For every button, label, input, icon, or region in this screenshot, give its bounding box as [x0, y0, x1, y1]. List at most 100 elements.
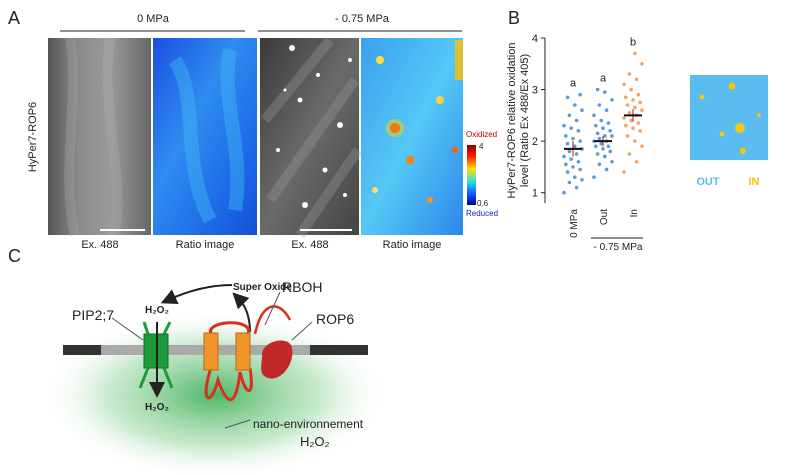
data-point	[610, 134, 614, 138]
data-point	[576, 159, 581, 164]
rboh-domain	[203, 332, 219, 371]
data-point	[601, 126, 605, 131]
data-point	[608, 149, 612, 154]
data-point	[580, 177, 584, 182]
ratio-image	[153, 38, 257, 235]
image-spots	[276, 45, 352, 208]
data-point	[578, 92, 582, 97]
data-point	[610, 98, 614, 102]
nano-label: nano-environnement	[253, 417, 364, 431]
data-point	[567, 113, 572, 118]
data-point	[625, 103, 630, 107]
data-point	[638, 129, 642, 133]
data-point	[564, 134, 568, 138]
data-point	[565, 170, 570, 174]
significance-letter: a	[570, 78, 577, 90]
membrane-end	[63, 345, 101, 355]
data-point	[603, 154, 607, 159]
panel-label: B	[508, 8, 520, 28]
y-tick-label: 3	[532, 85, 538, 97]
rboh-label: RBOH	[282, 279, 322, 295]
superoxide-arrow	[160, 284, 233, 304]
panel-label: C	[8, 246, 21, 266]
data-point	[627, 110, 632, 115]
membrane-end	[310, 345, 368, 355]
x-tick-label: In	[629, 209, 640, 217]
data-point	[573, 103, 577, 107]
data-point	[574, 185, 579, 190]
microscopy-image	[260, 38, 359, 235]
dot-plot: 1 2 3 4 HyPer7-ROP6 relative oxidation level …	[506, 33, 644, 253]
rboh-tail	[253, 305, 292, 335]
data-point	[567, 149, 572, 154]
data-point	[592, 113, 596, 118]
data-point	[571, 165, 575, 169]
data-point	[631, 98, 635, 102]
data-point	[597, 136, 602, 141]
data-point	[640, 144, 644, 149]
data-point	[569, 126, 573, 131]
data-point	[562, 154, 566, 159]
data-point	[633, 105, 637, 110]
data-point	[627, 72, 632, 76]
rboh-domain	[235, 332, 251, 371]
data-point	[606, 144, 611, 149]
h2o2-label: H₂O₂	[145, 305, 169, 316]
ratio-hotspots	[372, 40, 463, 203]
image-label: Ex. 488	[291, 239, 328, 251]
data-point	[573, 175, 577, 180]
data-point	[608, 129, 612, 133]
y-axis-label: HyPer7-ROP6 relative oxidation	[506, 43, 518, 199]
rboh-loop	[209, 321, 251, 335]
data-point	[574, 152, 579, 156]
image-texture	[64, 37, 123, 237]
callout	[224, 419, 251, 429]
rboh-loop	[204, 367, 253, 402]
inset-label: IN	[749, 176, 760, 188]
condition-label: - 0.75 MPa	[335, 13, 390, 25]
callout	[264, 291, 281, 326]
condition-label: 0 MPa	[137, 13, 170, 25]
data-point	[633, 139, 637, 143]
data-point	[606, 121, 611, 125]
data-point	[629, 87, 633, 92]
ratio-image	[361, 38, 463, 235]
data-point	[603, 90, 607, 94]
data-point	[595, 131, 600, 136]
significance-letter: a	[600, 73, 607, 85]
data-point	[578, 167, 582, 172]
x-tick-label: 0 MPa	[569, 209, 580, 238]
data-point	[636, 92, 641, 97]
panel-label: A	[8, 8, 20, 28]
superoxide-label: Super Oxide	[233, 282, 292, 293]
data-point	[567, 180, 572, 185]
image-label: Ratio image	[383, 239, 442, 251]
colorbar-tick: 4	[479, 142, 484, 151]
rboh-arrow	[232, 292, 251, 333]
y-tick-label: 4	[532, 33, 538, 45]
group-label: - 0.75 MPa	[594, 242, 643, 253]
pip-tails	[138, 321, 174, 389]
data-point	[631, 126, 635, 131]
data-point	[640, 61, 644, 66]
data-point	[634, 159, 639, 164]
rop6-label: ROP6	[316, 311, 354, 327]
data-point	[625, 134, 630, 138]
data-point	[564, 162, 568, 167]
image-label: Ratio image	[176, 239, 235, 251]
callout	[111, 317, 144, 341]
data-point	[578, 139, 582, 143]
colorbar	[467, 145, 476, 205]
data-point	[601, 147, 605, 151]
x-tick-label: Out	[599, 209, 610, 225]
nano-h2o2-label: H₂O₂	[300, 434, 330, 449]
data-point	[565, 95, 570, 100]
microscopy-image	[48, 38, 151, 235]
image-texture	[261, 36, 363, 238]
data-point	[629, 118, 633, 123]
data-point	[610, 159, 614, 164]
row-label: HyPer7-ROP6	[27, 102, 39, 172]
data-point	[594, 123, 598, 128]
data-point	[603, 134, 607, 138]
